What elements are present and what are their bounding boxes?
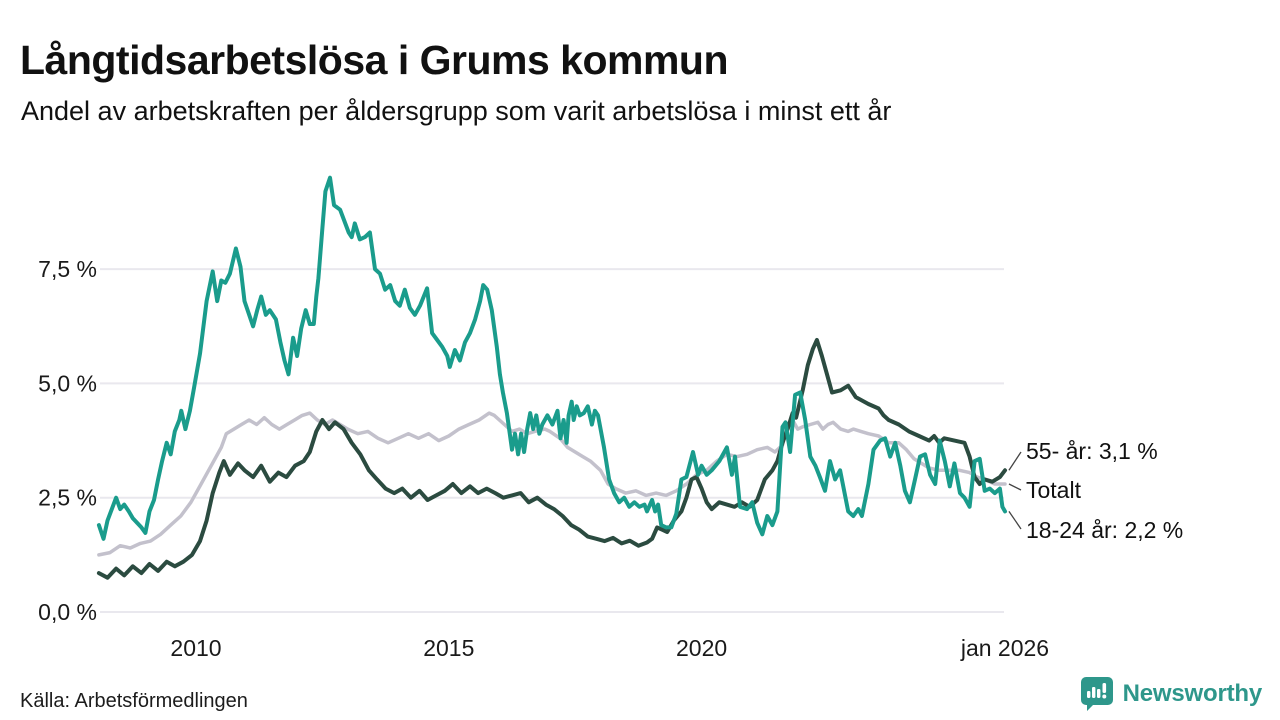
y-axis-tick: 7,5 %: [38, 256, 97, 282]
series-line-totalt: [97, 411, 1007, 557]
newsworthy-speech-bubble-bar-chart-icon: [1080, 676, 1114, 712]
series-line-18-24-r: [96, 175, 1007, 541]
x-axis-tick: jan 2026: [960, 635, 1049, 661]
series-end-label-55: 55- år: 3,1 %: [1026, 438, 1158, 464]
y-axis-tick: 2,5 %: [38, 485, 97, 511]
newsworthy-wordmark: Newsworthy: [1122, 680, 1263, 707]
series-end-label-18-24: 18-24 år: 2,2 %: [1026, 517, 1184, 543]
series-line-55-r: [96, 338, 1007, 580]
y-axis-tick: 5,0 %: [38, 370, 97, 396]
series-end-label-totalt: Totalt: [1026, 477, 1081, 503]
newsworthy-logo: Newsworthy: [1080, 676, 1262, 712]
x-axis-tick: 2010: [170, 635, 221, 661]
page-title: Långtidsarbetslösa i Grums kommun: [20, 37, 729, 84]
y-axis-tick: 0,0 %: [38, 599, 97, 625]
x-axis-tick: 2020: [676, 635, 727, 661]
source-attribution: Källa: Arbetsförmedlingen: [20, 690, 248, 712]
chart-subtitle: Andel av arbetskraften per åldersgrupp s…: [21, 96, 892, 126]
x-axis-tick: 2015: [423, 635, 474, 661]
